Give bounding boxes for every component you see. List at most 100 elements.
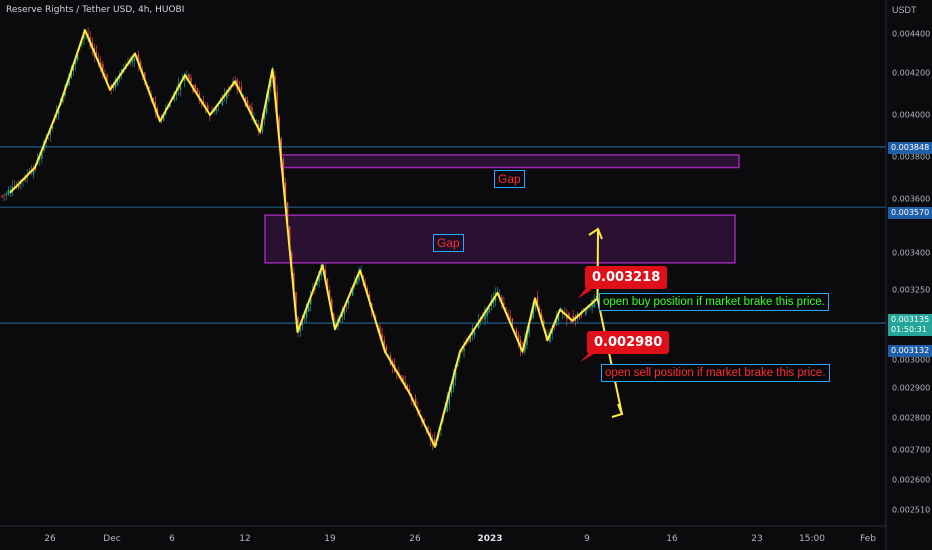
candle-body-117 (247, 100, 249, 108)
candle-body-169 (356, 279, 358, 285)
candle-body-50 (106, 75, 108, 83)
candle-body-13 (28, 171, 30, 173)
gap-label-upper[interactable]: Gap (494, 170, 525, 188)
candle-body-25 (53, 120, 56, 122)
candle-body-178 (375, 317, 377, 319)
candle-body-131 (276, 91, 278, 120)
candle-body-115 (242, 94, 245, 96)
level-high-tag: 0.003848 (888, 142, 932, 154)
candle-body-209 (440, 428, 442, 430)
candle-body-22 (47, 137, 49, 139)
current-price: 0.003135 (891, 315, 930, 324)
symbol-title[interactable]: Reserve Rights / Tether USD, 4h, HUOBI (6, 5, 185, 15)
candle-body-63 (133, 58, 135, 61)
candle-body-238 (501, 297, 503, 304)
candle-body-180 (379, 326, 381, 337)
candle-body-155 (326, 278, 329, 288)
price-tick: 0.002700 (892, 445, 931, 455)
candle-body-68 (144, 72, 146, 81)
current-price-tag: 0.003135 01:50:31 (888, 314, 932, 336)
candle-body-182 (383, 340, 385, 350)
candle-body-11 (24, 177, 26, 181)
candle-body-215 (452, 375, 455, 389)
candle-body-18 (39, 157, 41, 159)
zigzag-line (9, 29, 599, 448)
zigzag-drawing (9, 29, 599, 448)
candle-body-220 (463, 347, 465, 352)
candle-body-83 (175, 92, 177, 95)
price-tick: 0.002510 (892, 505, 931, 515)
candle-body-66 (139, 61, 142, 68)
candle-body-135 (284, 182, 287, 203)
candle-body-36 (76, 53, 79, 61)
candle-body-283 (595, 297, 597, 299)
time-tick: Dec (103, 534, 121, 544)
candle-body-214 (450, 387, 453, 393)
candle-body-164 (345, 305, 348, 307)
candle-body-142 (299, 327, 301, 333)
candle-body-191 (402, 376, 404, 382)
price-tick: 0.003400 (892, 248, 931, 258)
candle-body-5 (11, 186, 14, 190)
candle-body-55 (116, 79, 119, 86)
projection-arrows (578, 227, 624, 418)
candle-body-132 (278, 117, 280, 140)
candle-body-245 (515, 329, 518, 336)
candle-body-260 (547, 335, 549, 338)
price-tick: 0.004400 (892, 29, 931, 39)
candle-body-8 (18, 183, 20, 188)
candle-body-24 (51, 126, 54, 129)
candle-body-240 (505, 307, 507, 309)
time-tick: 6 (169, 534, 175, 544)
candle-body-16 (34, 168, 37, 170)
candle-body-85 (179, 85, 182, 91)
gap-label-lower[interactable]: Gap (433, 234, 464, 252)
candle-body-93 (196, 88, 198, 94)
time-tick: Feb (860, 534, 876, 544)
candle-body-251 (528, 325, 530, 335)
arrow-down-head (611, 403, 624, 418)
candle-body-133 (280, 138, 282, 160)
candle-body-139 (293, 273, 295, 292)
candle-body-1 (3, 194, 5, 196)
candle-body-124 (261, 118, 264, 132)
arrow-up-head (588, 227, 603, 240)
candle-body-80 (169, 104, 171, 108)
candle-body-98 (207, 104, 209, 112)
candle-countdown: 01:50:31 (891, 325, 927, 334)
sell-note[interactable]: open sell position if market brake this … (601, 364, 830, 382)
candle-body-230 (484, 309, 486, 320)
candle-body-255 (536, 296, 539, 305)
price-tick: 0.002800 (892, 413, 931, 423)
candle-body-170 (358, 272, 360, 281)
candle-body-2 (5, 193, 7, 195)
time-tick: 26 (409, 534, 421, 544)
candle-body-265 (557, 315, 560, 321)
candle-body-128 (270, 79, 272, 87)
candle-body-183 (385, 346, 387, 352)
candle-body-127 (268, 92, 270, 102)
candle-body-48 (102, 64, 104, 72)
candle-body-119 (251, 107, 253, 116)
time-tick: 23 (751, 534, 763, 544)
currency-label: USDT (892, 5, 917, 15)
candle-body-107 (226, 91, 228, 99)
candle-body-175 (368, 294, 371, 301)
candle-body-118 (249, 105, 251, 112)
candle-body-156 (328, 290, 331, 300)
candle-body-3 (7, 189, 9, 195)
candle-body-0 (1, 195, 3, 197)
candle-body-223 (469, 335, 471, 342)
time-tick: 16 (666, 534, 678, 544)
buy-note[interactable]: open buy position if market brake this p… (599, 293, 829, 311)
candle-body-104 (219, 102, 222, 104)
price-tick: 0.002900 (892, 383, 931, 393)
candle-body-261 (549, 334, 551, 342)
arrow-down-line (596, 298, 623, 415)
level-mid-tag: 0.003570 (888, 207, 932, 219)
buy-price-callout[interactable]: 0.003218 (585, 266, 668, 289)
candle-body-282 (593, 298, 595, 307)
sell-price-callout[interactable]: 0.002980 (587, 331, 670, 354)
candle-body-77 (163, 115, 165, 121)
